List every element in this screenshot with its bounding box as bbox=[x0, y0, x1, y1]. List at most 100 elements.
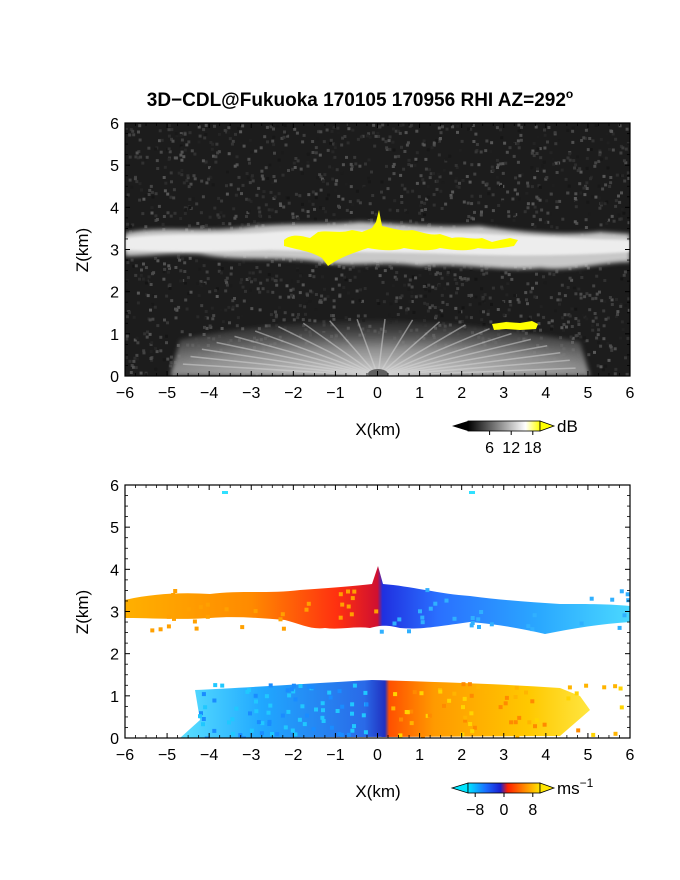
noise-pixel bbox=[220, 199, 224, 203]
noise-pixel bbox=[623, 270, 627, 274]
noise-pixel bbox=[163, 165, 167, 169]
noise-pixel bbox=[435, 271, 439, 275]
noise-pixel bbox=[172, 188, 176, 192]
noise-pixel bbox=[483, 301, 487, 305]
noise-pixel bbox=[371, 264, 375, 268]
noise-pixel bbox=[225, 286, 229, 290]
noise-pixel bbox=[583, 340, 587, 344]
noise-pixel bbox=[592, 284, 596, 288]
velocity-pixel bbox=[420, 615, 425, 620]
noise-pixel bbox=[348, 317, 352, 321]
noise-pixel bbox=[207, 177, 211, 181]
noise-pixel bbox=[245, 278, 249, 281]
noise-pixel bbox=[406, 141, 410, 145]
noise-pixel bbox=[556, 298, 560, 302]
noise-pixel bbox=[262, 207, 266, 211]
noise-pixel bbox=[266, 177, 270, 180]
noise-pixel bbox=[314, 264, 318, 268]
velocity-pixel bbox=[212, 728, 217, 733]
noise-pixel bbox=[480, 287, 484, 291]
noise-pixel bbox=[463, 277, 467, 281]
noise-pixel bbox=[180, 169, 184, 172]
noise-pixel bbox=[619, 151, 623, 155]
noise-pixel bbox=[317, 130, 321, 134]
noise-pixel bbox=[491, 286, 495, 290]
velocity-speckle bbox=[150, 588, 630, 738]
noise-pixel bbox=[340, 171, 344, 175]
noise-pixel bbox=[154, 214, 158, 218]
noise-pixel bbox=[211, 317, 215, 321]
noise-pixel bbox=[588, 308, 592, 312]
echo-ray bbox=[201, 348, 379, 376]
y-tick-label: 6 bbox=[110, 116, 119, 133]
noise-pixel bbox=[365, 134, 369, 138]
velocity-pixel bbox=[412, 690, 417, 695]
velocity-pixel bbox=[338, 615, 343, 620]
noise-pixel bbox=[437, 284, 441, 288]
velocity-pixel bbox=[253, 693, 258, 698]
noise-pixel bbox=[529, 290, 533, 294]
noise-pixel bbox=[419, 188, 422, 192]
noise-pixel bbox=[414, 157, 418, 161]
noise-pixel bbox=[150, 358, 154, 362]
x-tick-label: 0 bbox=[373, 385, 382, 402]
noise-pixel bbox=[432, 143, 436, 147]
noise-pixel bbox=[550, 319, 554, 323]
noise-pixel bbox=[326, 148, 330, 152]
noise-pixel bbox=[410, 285, 414, 289]
noise-pixel bbox=[291, 313, 295, 317]
noise-pixel bbox=[163, 267, 167, 271]
noise-pixel bbox=[500, 301, 504, 305]
noise-pixel bbox=[195, 281, 199, 285]
noise-pixel bbox=[212, 154, 215, 158]
noise-pixel bbox=[618, 217, 622, 221]
noise-pixel bbox=[610, 298, 614, 302]
noise-pixel bbox=[314, 308, 318, 312]
noise-pixel bbox=[625, 372, 629, 376]
noise-pixel bbox=[572, 286, 576, 290]
noise-pixel bbox=[487, 187, 491, 191]
noise-pixel bbox=[308, 274, 312, 277]
noise-pixel bbox=[183, 132, 187, 136]
noise-pixel bbox=[304, 301, 308, 305]
noise-pixel bbox=[333, 155, 337, 159]
noise-pixel bbox=[327, 193, 331, 197]
noise-pixel bbox=[364, 162, 367, 166]
noise-pixel bbox=[308, 299, 312, 303]
noise-pixel bbox=[246, 222, 250, 226]
noise-pixel bbox=[208, 290, 212, 294]
noise-pixel bbox=[495, 126, 499, 130]
noise-pixel bbox=[585, 317, 589, 321]
velocity-pixel bbox=[150, 628, 155, 633]
noise-pixel bbox=[388, 265, 392, 269]
noise-pixel bbox=[176, 343, 180, 347]
noise-pixel bbox=[230, 142, 234, 146]
noise-pixel bbox=[374, 134, 378, 138]
noise-pixel bbox=[154, 147, 157, 151]
noise-pixel bbox=[261, 287, 265, 291]
noise-pixel bbox=[395, 271, 399, 274]
noise-pixel bbox=[301, 318, 305, 322]
noise-pixel bbox=[247, 198, 251, 202]
noise-pixel bbox=[394, 129, 398, 133]
noise-pixel bbox=[473, 210, 476, 214]
noise-pixel bbox=[577, 319, 581, 323]
noise-pixel bbox=[445, 127, 449, 131]
velocity-pixel bbox=[469, 711, 474, 716]
noise-pixel bbox=[531, 286, 534, 290]
velocity-pixel bbox=[442, 703, 446, 708]
noise-pixel bbox=[466, 201, 470, 205]
noise-pixel bbox=[217, 196, 221, 200]
noise-pixel bbox=[334, 189, 337, 192]
noise-pixel bbox=[571, 126, 575, 130]
noise-pixel bbox=[186, 176, 190, 180]
noise-pixel bbox=[329, 124, 333, 127]
noise-pixel bbox=[582, 136, 586, 140]
noise-pixel bbox=[334, 217, 338, 221]
echo-ray bbox=[254, 330, 379, 376]
noise-pixel bbox=[250, 175, 254, 179]
noise-pixel bbox=[217, 132, 221, 136]
noise-pixel bbox=[258, 214, 262, 218]
noise-pixel bbox=[319, 206, 323, 210]
